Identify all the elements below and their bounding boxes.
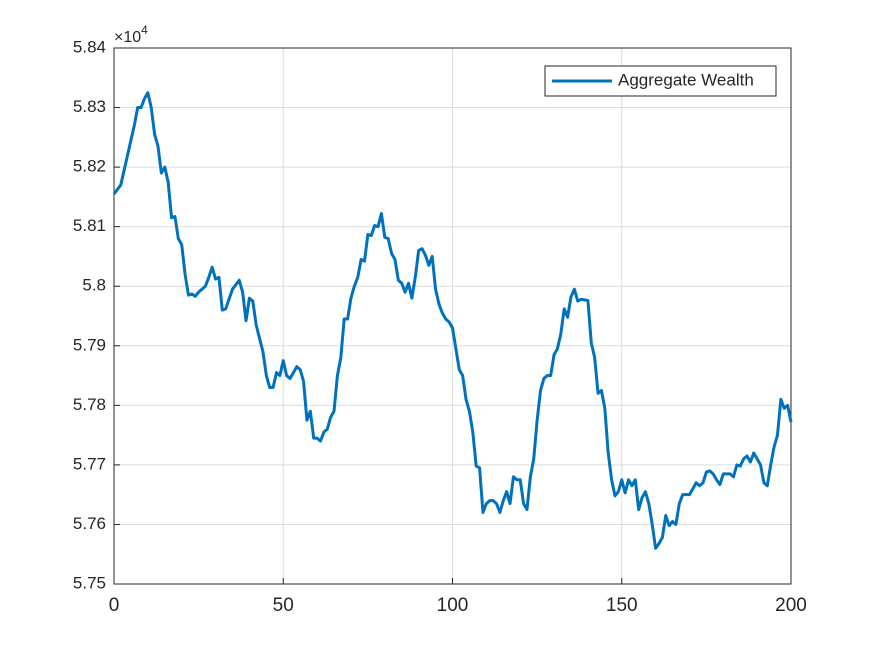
y-tick-label: 5.79 (73, 335, 106, 354)
y-multiplier: ×104 (114, 23, 148, 46)
x-tick-label: 150 (606, 595, 638, 616)
plot-frame (113, 47, 792, 585)
y-tick-label: 5.75 (73, 573, 106, 592)
y-tick-label: 5.82 (73, 157, 106, 176)
x-tick-label: 0 (109, 595, 120, 616)
multiplier-exponent: 4 (141, 23, 148, 37)
y-tick-label: 5.8 (82, 276, 106, 295)
x-tick-label: 200 (775, 595, 807, 616)
x-tick-label: 50 (273, 595, 294, 616)
multiplier-base: ×10 (114, 29, 141, 46)
y-tick-label: 5.84 (73, 37, 106, 56)
y-tick-label: 5.83 (73, 97, 106, 116)
legend-label: Aggregate Wealth (618, 70, 754, 89)
y-tick-label: 5.78 (73, 395, 106, 414)
y-tick-label: 5.77 (73, 454, 106, 473)
data-line (112, 91, 793, 550)
x-tick-label: 100 (437, 595, 469, 616)
y-tick-label: 5.76 (73, 514, 106, 533)
y-tick-label: 5.81 (73, 216, 106, 235)
